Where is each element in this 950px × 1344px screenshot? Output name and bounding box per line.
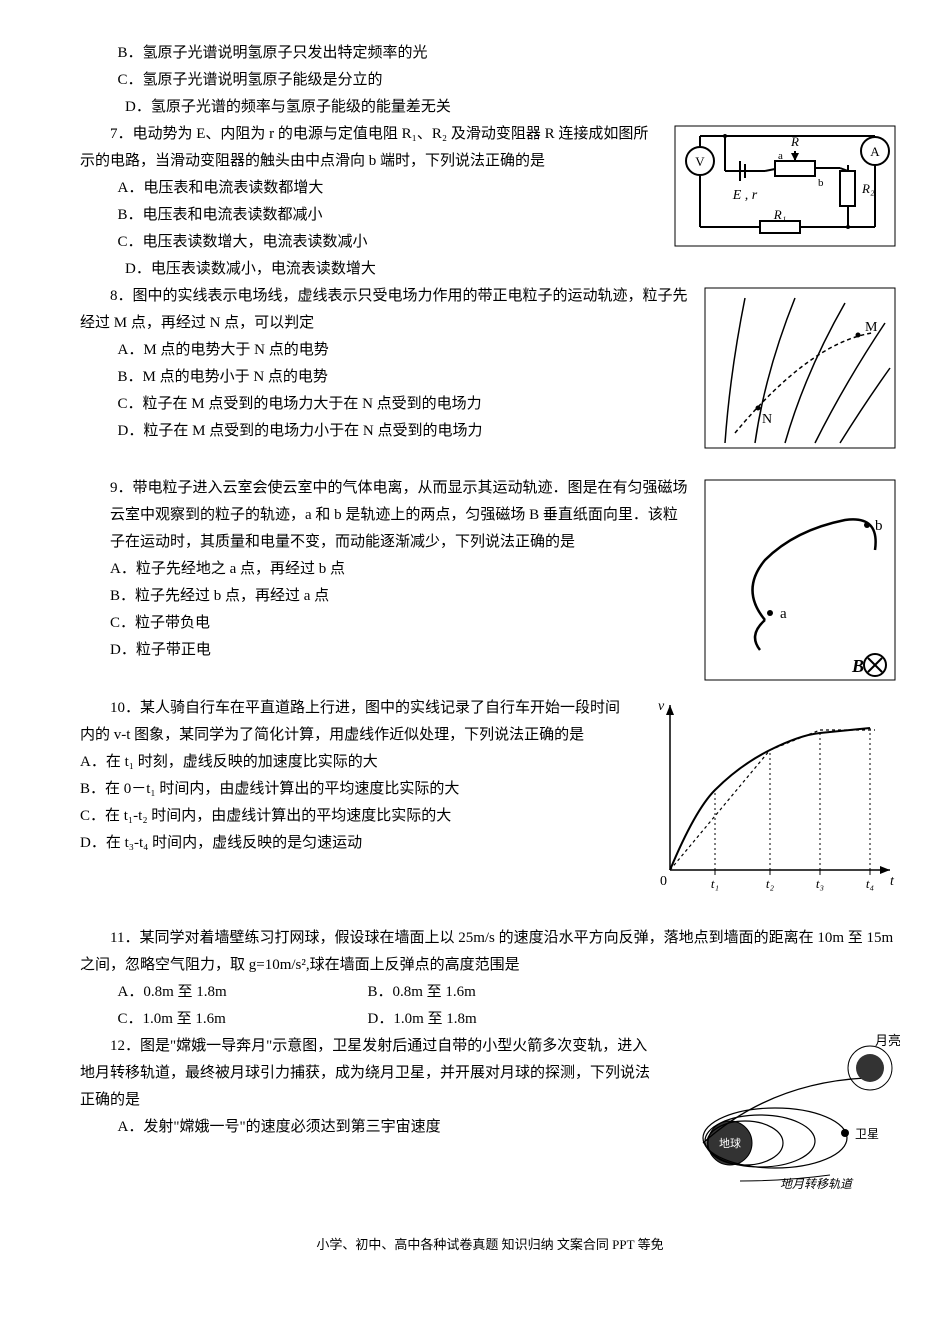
svg-text:B: B [851, 656, 864, 676]
q7-figure: V A E , r R a b R₂ [670, 121, 900, 261]
svg-text:卫星: 卫星 [855, 1127, 879, 1141]
svg-text:N: N [762, 412, 772, 427]
svg-text:R₁: R₁ [773, 207, 786, 222]
q10-stem: 10．某人骑自行车在平直道路上行进，图中的实线记录了自行车开始一段时间内的 v-… [80, 695, 630, 749]
q9-optA: A．粒子先经地之 a 点，再经过 b 点 [110, 556, 690, 583]
page-content: B．氢原子光谱说明氢原子只发出特定频率的光 C．氢原子光谱说明氢原子能级是分立的… [80, 40, 900, 1256]
svg-text:t: t [890, 874, 895, 889]
svg-text:E , r: E , r [732, 188, 758, 203]
q11-stem: 11．某同学对着墙壁练习打网球，假设球在墙面上以 25m/s 的速度沿水平方向反… [80, 925, 900, 979]
svg-text:t₄: t₄ [866, 876, 875, 891]
q8-optB: B．M 点的电势小于 N 点的电势 [80, 364, 690, 391]
q12-stem: 12．图是"嫦娥一导奔月"示意图，卫星发射后通过自带的小型火箭多次变轨，进入地月… [80, 1033, 660, 1114]
q8-optC: C．粒子在 M 点受到的电场力大于在 N 点受到的电场力 [80, 391, 690, 418]
q7-row: 7．电动势为 E、内阻为 r 的电源与定值电阻 R₁、R₂ 及滑动变阻器 R 连… [80, 121, 900, 283]
q8-optA: A．M 点的电势大于 N 点的电势 [80, 337, 690, 364]
q7-optB: B．电压表和电流表读数都减小 [80, 202, 660, 229]
q9-figure: a b B [700, 475, 900, 695]
q9-optD: D．粒子带正电 [110, 637, 690, 664]
q8-stem: 8．图中的实线表示电场线，虚线表示只受电场力作用的带正电粒子的运动轨迹，粒子先经… [80, 283, 690, 337]
q10-optC: C．在 t₁-t₂ 时间内，由虚线计算出的平均速度比实际的大 [80, 803, 630, 830]
q6-optC: C．氢原子光谱说明氢原子能级是分立的 [80, 67, 900, 94]
svg-text:月亮: 月亮 [875, 1033, 900, 1048]
q11-optA: A．0.8m 至 1.8m [80, 979, 330, 1006]
q8-text: 8．图中的实线表示电场线，虚线表示只受电场力作用的带正电粒子的运动轨迹，粒子先经… [80, 283, 690, 445]
q11-opts-row2: C．1.0m 至 1.6m D．1.0m 至 1.8m [80, 1006, 900, 1033]
q7-optA: A．电压表和电流表读数都增大 [80, 175, 660, 202]
svg-text:b: b [818, 177, 824, 189]
q7-optC: C．电压表读数增大，电流表读数减小 [80, 229, 660, 256]
svg-text:0: 0 [660, 874, 667, 889]
q12-row: 12．图是"嫦娥一导奔月"示意图，卫星发射后通过自带的小型火箭多次变轨，进入地月… [80, 1033, 900, 1203]
q8-row: 8．图中的实线表示电场线，虚线表示只受电场力作用的带正电粒子的运动轨迹，粒子先经… [80, 283, 900, 463]
svg-text:a: a [780, 606, 787, 622]
svg-text:v: v [658, 699, 665, 714]
q10-optD: D．在 t₃-t₄ 时间内，虚线反映的是匀速运动 [80, 830, 630, 857]
q12-optA: A．发射"嫦娥一号"的速度必须达到第三宇宙速度 [80, 1114, 660, 1141]
svg-text:A: A [870, 144, 880, 159]
q9-text: 9．带电粒子进入云室会使云室中的气体电离，从而显示其运动轨迹．图是在有匀强磁场云… [80, 475, 690, 664]
svg-text:t₁: t₁ [711, 876, 719, 891]
svg-text:M: M [865, 320, 878, 335]
q9-optC: C．粒子带负电 [110, 610, 690, 637]
q11-optB: B．0.8m 至 1.6m [330, 979, 580, 1006]
q8-optD: D．粒子在 M 点受到的电场力小于在 N 点受到的电场力 [80, 418, 690, 445]
q10-optA: A．在 t₁ 时刻，虚线反映的加速度比实际的大 [80, 749, 630, 776]
q8-figure: M N [700, 283, 900, 463]
svg-text:t₃: t₃ [816, 876, 824, 891]
q10-optB: B．在 0－t₁ 时间内，由虚线计算出的平均速度比实际的大 [80, 776, 630, 803]
q12-text: 12．图是"嫦娥一导奔月"示意图，卫星发射后通过自带的小型火箭多次变轨，进入地月… [80, 1033, 660, 1141]
page-footer: 小学、初中、高中各种试卷真题 知识归纳 文案合同 PPT 等免 [80, 1233, 900, 1256]
q7-text: 7．电动势为 E、内阻为 r 的电源与定值电阻 R₁、R₂ 及滑动变阻器 R 连… [80, 121, 660, 283]
q9-optB: B．粒子先经过 b 点，再经过 a 点 [110, 583, 690, 610]
q10-figure: v 0 t t₁ t₂ t₃ t₄ [640, 695, 900, 905]
q9-row: 9．带电粒子进入云室会使云室中的气体电离，从而显示其运动轨迹．图是在有匀强磁场云… [80, 475, 900, 695]
q10-text: 10．某人骑自行车在平直道路上行进，图中的实线记录了自行车开始一段时间内的 v-… [80, 695, 630, 857]
q12-figure: 地球 月亮 卫星 地月转移轨道 [670, 1033, 900, 1203]
svg-text:V: V [695, 154, 705, 169]
q11-optC: C．1.0m 至 1.6m [80, 1006, 330, 1033]
q11-opts-row1: A．0.8m 至 1.8m B．0.8m 至 1.6m [80, 979, 900, 1006]
q6-optD: D．氢原子光谱的频率与氢原子能级的能量差无关 [80, 94, 900, 121]
q7-stem: 7．电动势为 E、内阻为 r 的电源与定值电阻 R₁、R₂ 及滑动变阻器 R 连… [80, 121, 660, 175]
q11-optD: D．1.0m 至 1.8m [330, 1006, 580, 1033]
q10-row: 10．某人骑自行车在平直道路上行进，图中的实线记录了自行车开始一段时间内的 v-… [80, 695, 900, 905]
svg-text:地球: 地球 [719, 1136, 741, 1150]
svg-text:a: a [778, 150, 783, 162]
svg-text:t₂: t₂ [766, 876, 775, 891]
q6-optB: B．氢原子光谱说明氢原子只发出特定频率的光 [80, 40, 900, 67]
q7-optD: D．电压表读数减小，电流表读数增大 [80, 256, 660, 283]
svg-text:R₂: R₂ [861, 181, 875, 196]
svg-text:b: b [875, 518, 883, 534]
q9-stem: 9．带电粒子进入云室会使云室中的气体电离，从而显示其运动轨迹．图是在有匀强磁场云… [110, 475, 690, 556]
